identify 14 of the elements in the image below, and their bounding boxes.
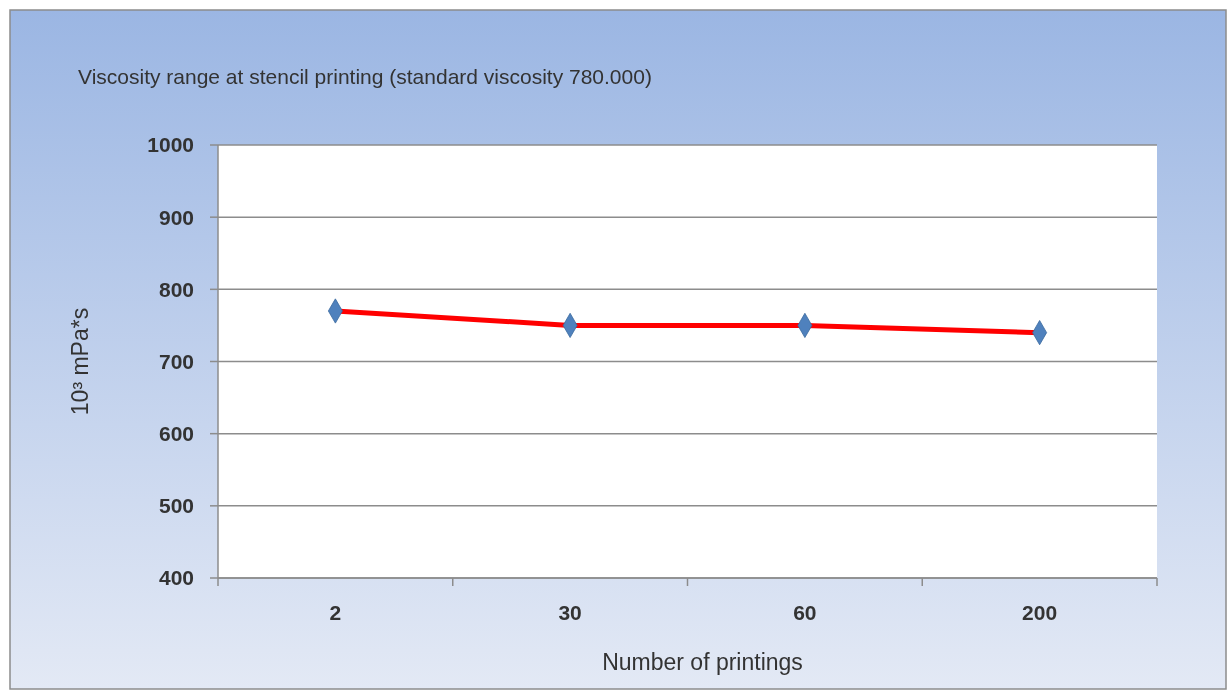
- y-tick-label: 900: [158, 205, 194, 229]
- x-axis-title: Number of printings: [602, 649, 803, 675]
- y-axis-title: 10³ mPa*s: [67, 307, 93, 416]
- y-tick-label: 700: [158, 349, 194, 373]
- y-tick-label: 400: [158, 566, 194, 590]
- y-tick-label: 600: [158, 422, 194, 446]
- y-tick-label: 1000: [147, 133, 194, 157]
- y-tick-label: 500: [158, 494, 194, 518]
- y-tick-label: 800: [158, 277, 194, 301]
- x-tick-label: 200: [1022, 601, 1058, 624]
- chart-title: Viscosity range at stencil printing (standard viscosity 780.000): [78, 65, 652, 88]
- x-tick-label: 30: [558, 601, 582, 624]
- x-tick-label: 60: [793, 601, 817, 624]
- x-tick-label: 2: [329, 601, 342, 624]
